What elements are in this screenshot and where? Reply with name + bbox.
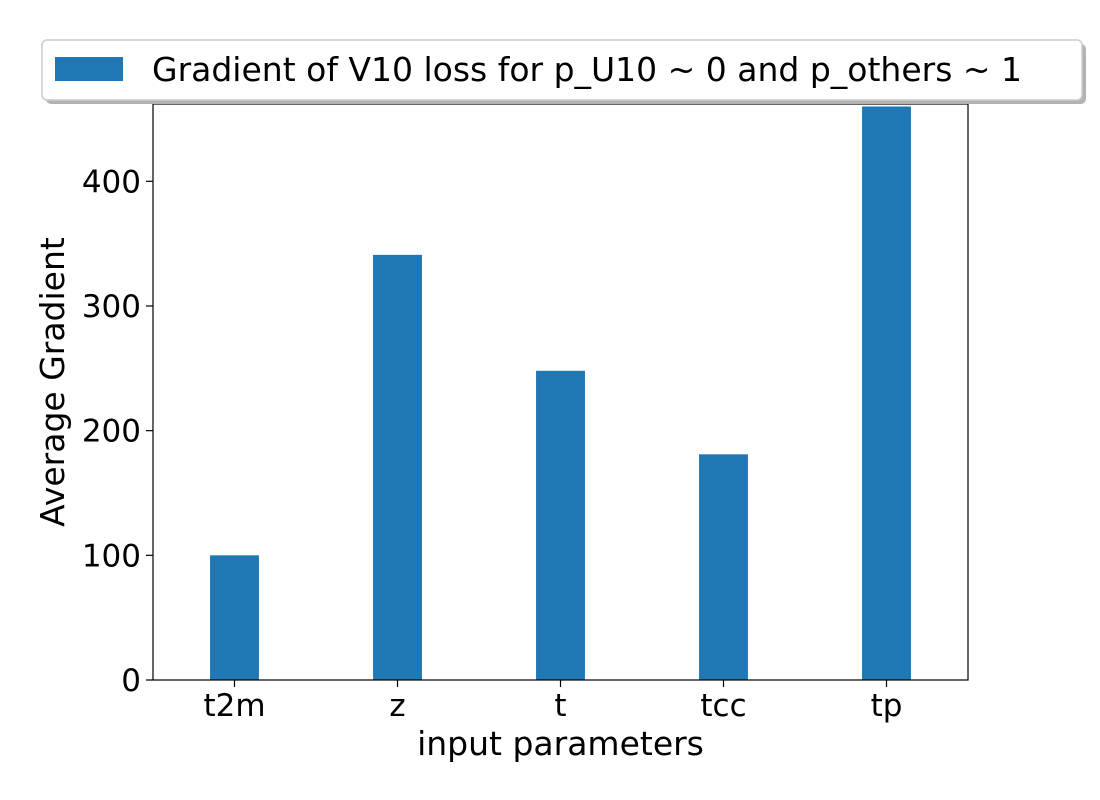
y-tick-label: 400 (82, 164, 141, 200)
bars-group (210, 106, 911, 680)
y-axis-ticks: 0 100 200 300 400 (82, 164, 153, 699)
bar-t (536, 370, 585, 680)
x-axis-ticks: t2m z t tcc tp (203, 680, 902, 724)
y-axis-label: Average Gradient (33, 237, 72, 527)
x-tick-label: tcc (700, 688, 746, 724)
bar-tcc (699, 454, 748, 680)
bar-z (373, 254, 422, 680)
x-tick-label: t2m (203, 688, 265, 724)
bar-t2m (210, 555, 259, 680)
legend: Gradient of V10 loss for p_U10 ~ 0 and p… (41, 39, 1086, 104)
legend-entry: Gradient of V10 loss for p_U10 ~ 0 and p… (152, 50, 1022, 89)
x-tick-label: t (554, 688, 566, 724)
y-tick-label: 300 (82, 289, 141, 325)
y-tick-label: 0 (121, 663, 141, 699)
x-tick-label: z (389, 688, 405, 724)
y-tick-label: 200 (82, 414, 141, 450)
y-tick-label: 100 (82, 538, 141, 574)
x-tick-label: tp (871, 688, 903, 724)
legend-swatch (55, 57, 123, 81)
bar-tp (862, 106, 911, 680)
x-axis-label: input parameters (417, 724, 704, 763)
legend-box (41, 39, 1083, 101)
